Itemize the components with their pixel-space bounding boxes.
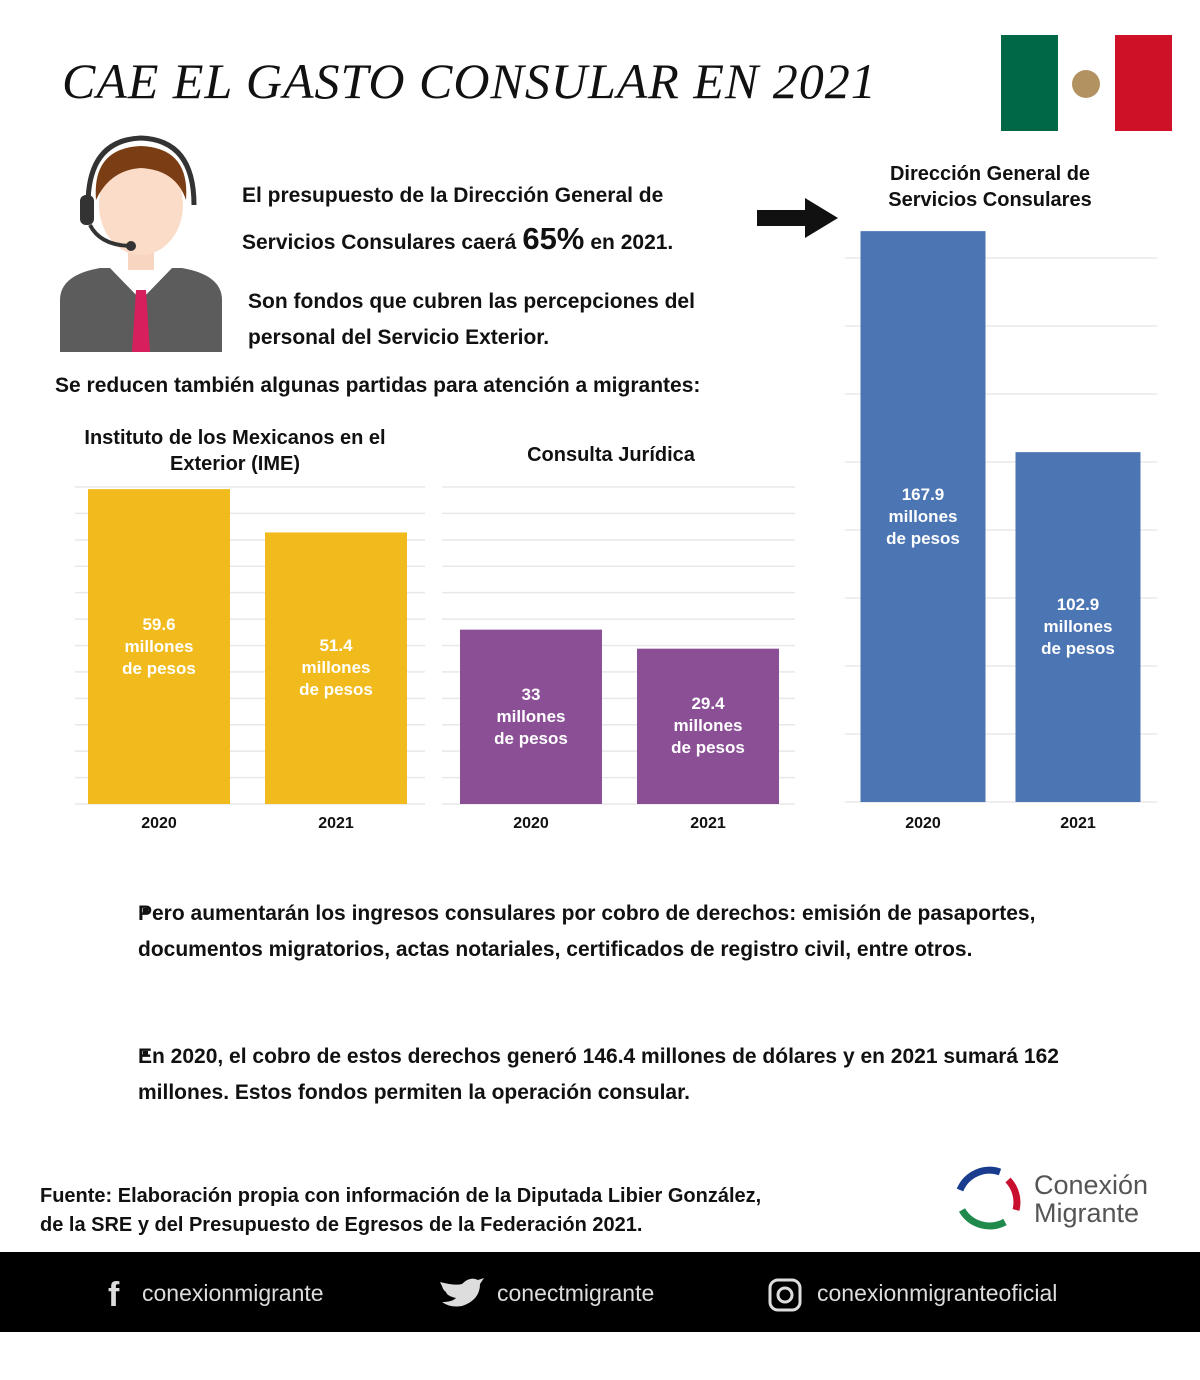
social-handle: conectmigrante [497, 1280, 655, 1306]
data-label: 51.4 millones de pesos [299, 636, 373, 700]
bullet: Pero aumentarán los ingresos consulares … [138, 902, 1036, 961]
intro-text: en 2021. [590, 231, 674, 254]
data-label: 29.4 millones de pesos [671, 694, 745, 758]
intro: El presupuesto de la Dirección General d… [242, 174, 747, 264]
social-handle: conexionmigrante [142, 1280, 324, 1306]
instagram-icon [768, 1278, 802, 1312]
twitter-icon [440, 1278, 484, 1307]
subtitle: Se reducen también algunas partidas para… [55, 374, 701, 397]
logo-mark [956, 1166, 1021, 1230]
title: CAE EL GASTO CONSULAR EN 2021 [62, 53, 877, 109]
bullet-marker [143, 908, 148, 913]
bar [265, 532, 407, 804]
x-tick-label: 2021 [318, 815, 354, 832]
flag-red [1115, 35, 1172, 131]
x-tick-label: 2021 [690, 815, 726, 832]
chart-title: Instituto de los Mexicanos en el Exterio… [84, 427, 386, 475]
bullet-marker [143, 1051, 148, 1056]
person-icon [60, 135, 222, 352]
chart-title: Consulta Jurídica [527, 444, 695, 466]
x-tick-label: 2020 [141, 815, 177, 832]
flag-emblem [1072, 70, 1100, 98]
x-tick-label: 2021 [1060, 815, 1096, 832]
flag-green [1001, 35, 1058, 131]
facebook-icon: f [108, 1276, 120, 1314]
data-label: 33 millones de pesos [494, 684, 568, 748]
source: de la SRE y del Presupuesto de Egresos d… [40, 1214, 643, 1236]
bar [637, 648, 779, 804]
data-label: 167.9 millones de pesos [886, 484, 960, 548]
chart-title: Dirección General de Servicios Consulare… [888, 163, 1092, 211]
x-tick-label: 2020 [905, 815, 941, 832]
x-tick-label: 2020 [513, 815, 549, 832]
social-bar [0, 1252, 1200, 1332]
logo-text: Migrante [1034, 1198, 1140, 1228]
logo-text: Conexión [1034, 1170, 1149, 1200]
bar [1015, 452, 1141, 802]
highlight: 65% [522, 221, 585, 256]
data-label: 102.9 millones de pesos [1041, 595, 1115, 659]
data-label: 59.6 millones de pesos [122, 614, 196, 678]
bar [88, 489, 230, 804]
intro-text: El presupuesto de la Dirección General d… [242, 184, 664, 254]
bar [460, 629, 602, 804]
source: Fuente: Elaboración propia con informaci… [40, 1185, 762, 1207]
bar [860, 231, 986, 802]
arrow [757, 198, 838, 238]
social-handle: conexionmigranteoficial [817, 1280, 1058, 1306]
note: Son fondos que cubren las percepciones d… [248, 290, 695, 349]
bullet: En 2020, el cobro de estos derechos gene… [138, 1045, 1059, 1104]
